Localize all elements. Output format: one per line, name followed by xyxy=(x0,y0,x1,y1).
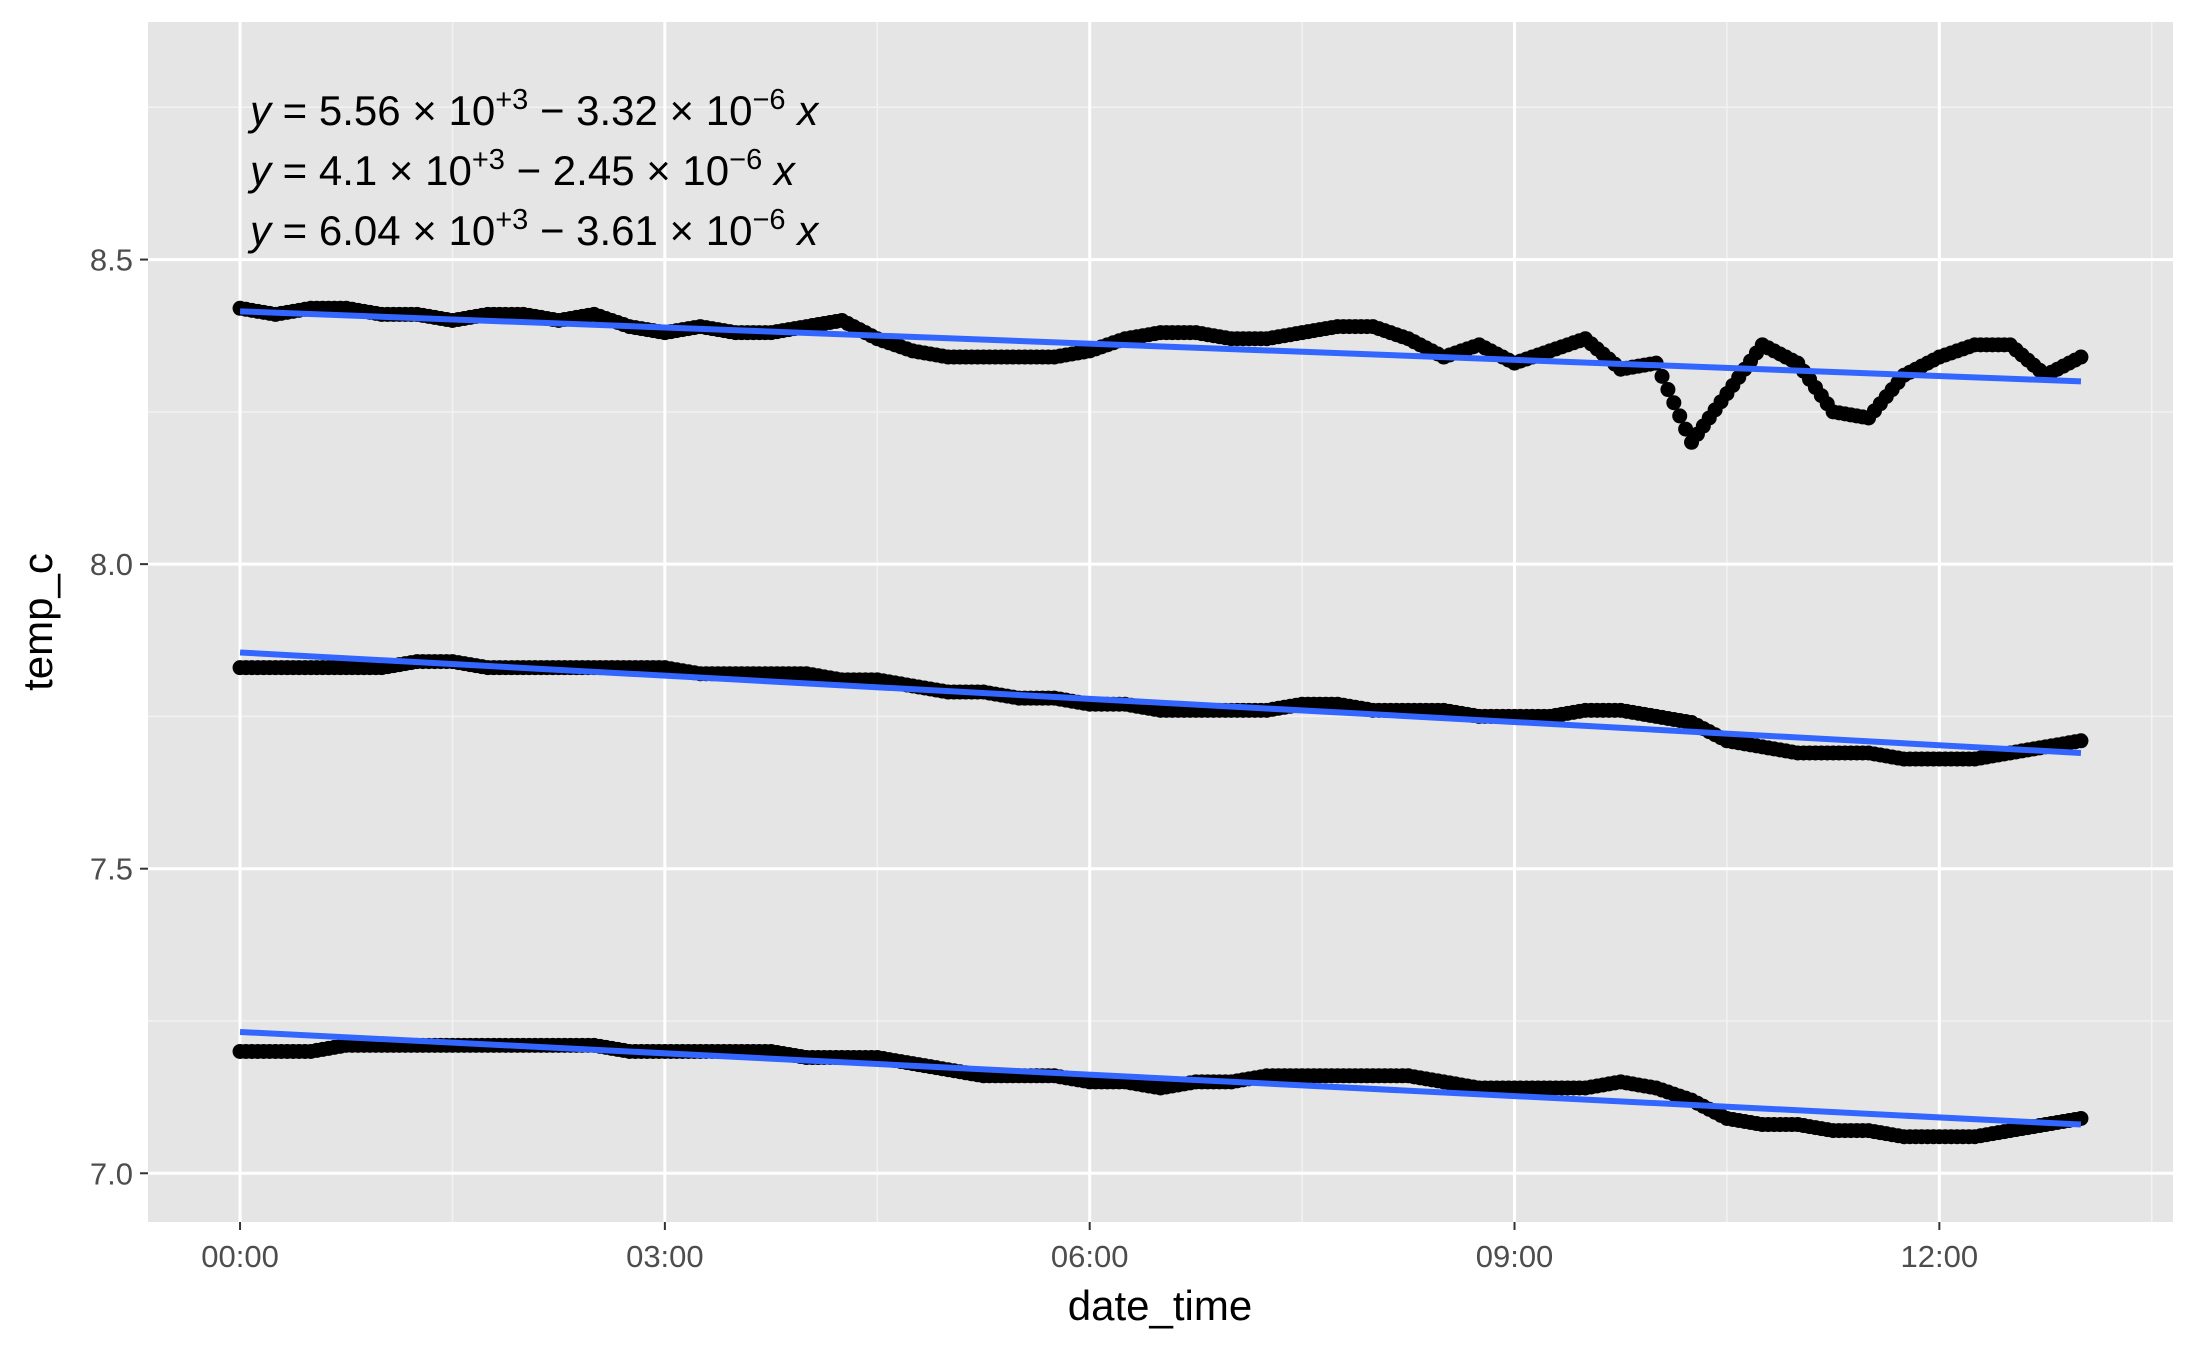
y-axis: 7.0 7.5 8.0 8.5 xyxy=(90,243,148,1191)
equation-part-x: x xyxy=(786,207,821,254)
equation-part-minus: − 3.32 xyxy=(528,87,658,134)
data-points xyxy=(232,300,2089,1145)
regression-equation: y = 5.56 × 10+3 − 3.32 × 10−6 x xyxy=(247,84,820,134)
equation-part-times1: × 10 xyxy=(401,207,496,254)
y-tick-label: 8.5 xyxy=(90,243,133,278)
equation-part-times2: × 10 xyxy=(658,207,753,254)
data-point xyxy=(2073,349,2089,365)
equation-part-exp2: −6 xyxy=(729,144,762,176)
regression-equation: y = 6.04 × 10+3 − 3.61 × 10−6 x xyxy=(247,204,820,254)
x-tick-label: 06:00 xyxy=(1051,1239,1129,1274)
x-tick-label: 00:00 xyxy=(201,1239,279,1274)
equation-part-times2: × 10 xyxy=(635,147,730,194)
data-point xyxy=(1672,408,1688,424)
equation-part-exp1: +3 xyxy=(495,84,528,116)
equation-part-exp1: +3 xyxy=(472,144,505,176)
data-point xyxy=(1654,368,1670,384)
equation-part-lead: y xyxy=(247,147,274,194)
equation-part-eq: = 4.1 xyxy=(271,147,377,194)
fit-line xyxy=(239,649,2082,756)
equation-part-x: x xyxy=(762,147,797,194)
data-point xyxy=(1678,421,1694,437)
x-axis-title: date_time xyxy=(1068,1282,1252,1329)
plot-panel xyxy=(148,22,2173,1222)
equation-part-eq: = 6.04 xyxy=(271,207,401,254)
equation-part-lead: y xyxy=(247,207,274,254)
y-axis-title: temp_c xyxy=(14,553,61,691)
equation-part-lead: y xyxy=(247,87,274,134)
equation-part-eq: = 5.56 xyxy=(271,87,401,134)
equation-part-times1: × 10 xyxy=(377,147,472,194)
fit-lines xyxy=(239,308,2082,1128)
equation-part-x: x xyxy=(786,87,821,134)
x-tick-label: 12:00 xyxy=(1901,1239,1979,1274)
y-tick-label: 7.0 xyxy=(90,1156,133,1191)
equation-part-times1: × 10 xyxy=(401,87,496,134)
equation-part-exp1: +3 xyxy=(495,204,528,236)
fit-line xyxy=(239,1028,2082,1128)
x-tick-label: 09:00 xyxy=(1476,1239,1554,1274)
x-axis: 00:00 03:00 06:00 09:00 12:00 xyxy=(201,1222,1978,1274)
x-tick-label: 03:00 xyxy=(626,1239,704,1274)
y-tick-label: 7.5 xyxy=(90,852,133,887)
equations: y = 5.56 × 10+3 − 3.32 × 10−6 xy = 4.1 ×… xyxy=(247,84,820,254)
data-point xyxy=(2073,733,2089,749)
equation-part-times2: × 10 xyxy=(658,87,753,134)
equation-part-minus: − 2.45 xyxy=(505,147,635,194)
equation-part-exp2: −6 xyxy=(752,84,785,116)
equation-part-minus: − 3.61 xyxy=(528,207,658,254)
data-point xyxy=(1666,395,1682,411)
data-point xyxy=(1660,382,1676,398)
major-grid xyxy=(148,22,2173,1222)
equation-part-exp2: −6 xyxy=(752,204,785,236)
fit-line xyxy=(239,308,2082,385)
regression-equation: y = 4.1 × 10+3 − 2.45 × 10−6 x xyxy=(247,144,797,194)
y-tick-label: 8.0 xyxy=(90,547,133,582)
